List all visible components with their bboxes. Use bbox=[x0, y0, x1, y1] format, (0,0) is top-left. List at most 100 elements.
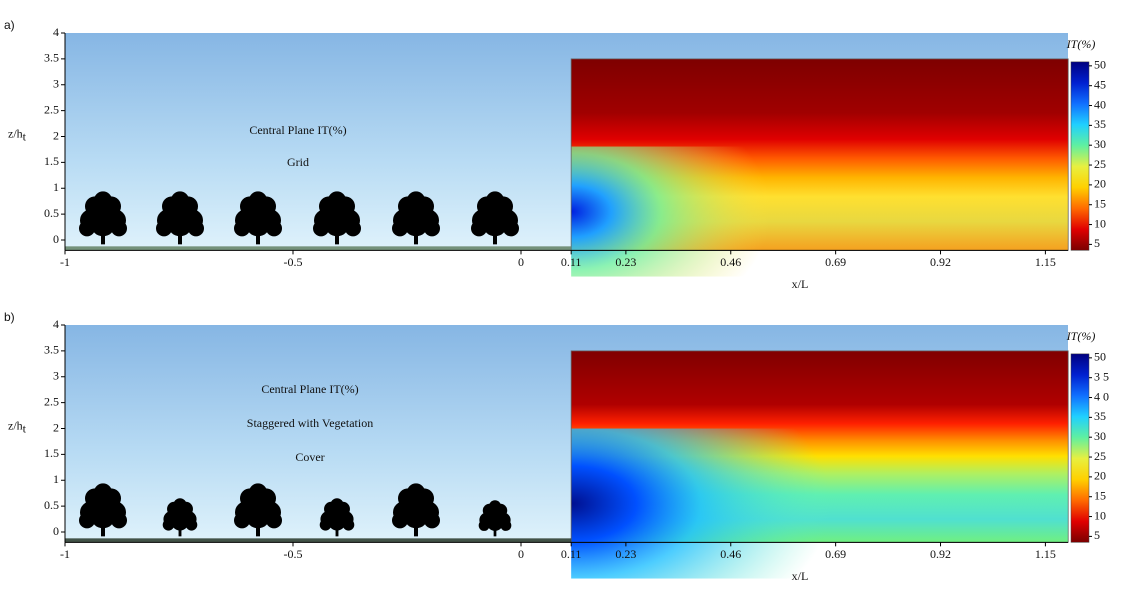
y-axis-label-subscript: t bbox=[23, 129, 27, 143]
contour-core bbox=[571, 146, 772, 277]
y-axis-label-subscript: t bbox=[23, 421, 27, 435]
tree-trunk bbox=[256, 230, 260, 245]
annotation: Grid bbox=[287, 155, 309, 169]
colorbar-tick-label: 35 bbox=[1094, 409, 1106, 423]
x-tick-label: 0.46 bbox=[720, 255, 741, 269]
tree-crown bbox=[319, 519, 332, 531]
annotation: Central Plane IT(%) bbox=[261, 382, 358, 396]
tree-crown bbox=[407, 483, 425, 502]
x-tick-label: 0.92 bbox=[930, 547, 951, 561]
annotation: Staggered with Vegetation bbox=[247, 416, 373, 430]
tree-crown bbox=[330, 498, 344, 512]
annotation: Cover bbox=[295, 450, 324, 464]
x-axis-label: x/L bbox=[792, 569, 809, 583]
tree-trunk bbox=[256, 522, 260, 537]
tree-trunk bbox=[414, 522, 418, 537]
tree-crown bbox=[483, 212, 507, 237]
y-tick-label: 1 bbox=[53, 180, 59, 194]
colorbar-tick-label: 25 bbox=[1094, 157, 1106, 171]
tree-crown bbox=[173, 498, 187, 512]
x-tick-label: 0.92 bbox=[930, 255, 951, 269]
colorbar-tick-label: 40 bbox=[1094, 97, 1106, 111]
ground bbox=[65, 538, 572, 543]
tree-crown bbox=[249, 483, 267, 502]
colorbar-tick-label: 35 bbox=[1094, 117, 1106, 131]
y-tick-label: 3.5 bbox=[44, 343, 59, 357]
colorbar-tick-label: 20 bbox=[1094, 177, 1106, 191]
tree-crown bbox=[325, 212, 349, 237]
tree-trunk bbox=[335, 230, 339, 245]
colorbar-tick-label: 50 bbox=[1094, 58, 1106, 72]
colorbar-tick-label: 5 bbox=[1094, 528, 1100, 542]
colorbar-tick-label: 5 bbox=[1094, 236, 1100, 250]
tree-crown bbox=[486, 514, 504, 531]
x-tick-label: -0.5 bbox=[284, 255, 303, 269]
y-tick-label: 4 bbox=[53, 317, 59, 331]
y-tick-label: 2 bbox=[53, 128, 59, 142]
y-axis-label-main: z/h bbox=[8, 126, 23, 140]
x-axis-label: x/L bbox=[792, 277, 809, 291]
tree-crown bbox=[171, 513, 189, 531]
y-axis-label: z/ht bbox=[8, 418, 27, 435]
x-tick-label: 0.46 bbox=[720, 547, 741, 561]
panel-label: a) bbox=[4, 18, 15, 32]
tree-crown bbox=[486, 191, 504, 210]
colorbar-tick-label: 4 0 bbox=[1094, 389, 1109, 403]
tree-crown bbox=[404, 212, 428, 237]
x-tick-label: 0.69 bbox=[825, 255, 846, 269]
colorbar-tick-label: 3 5 bbox=[1094, 369, 1109, 383]
tree-crown bbox=[478, 520, 490, 531]
tree-crown bbox=[488, 500, 502, 513]
tree-crown bbox=[171, 191, 189, 210]
tree-trunk bbox=[178, 230, 182, 245]
annotation: Central Plane IT(%) bbox=[249, 123, 346, 137]
contour-core bbox=[571, 428, 832, 579]
x-tick-label: 0.23 bbox=[615, 547, 636, 561]
x-tick-label: -1 bbox=[60, 547, 70, 561]
y-tick-label: 1.5 bbox=[44, 154, 59, 168]
tree-crown bbox=[246, 212, 270, 237]
y-tick-label: 3 bbox=[53, 77, 59, 91]
tree-crown bbox=[407, 191, 425, 210]
x-tick-label: 1.15 bbox=[1035, 255, 1056, 269]
tree-trunk bbox=[493, 526, 497, 537]
y-tick-label: 2.5 bbox=[44, 102, 59, 116]
panel: 0 0.5 1 1.5 2 2.5 3 3.5 4 -1 -0.5 0 0.11 0.23 0.46 0.69… bbox=[4, 18, 1106, 291]
x-tick-label: 0.23 bbox=[615, 255, 636, 269]
colorbar bbox=[1070, 61, 1090, 251]
colorbar-tick-label: 15 bbox=[1094, 196, 1106, 210]
y-tick-label: 2.5 bbox=[44, 394, 59, 408]
y-axis-label-main: z/h bbox=[8, 418, 23, 432]
panel: 0 0.5 1 1.5 2 2.5 3 3.5 4 -1 -0.5 0 0.11 0.23 0.46 0.69… bbox=[4, 310, 1109, 583]
tree-crown bbox=[91, 504, 115, 529]
x-tick-label: 0.11 bbox=[561, 255, 582, 269]
colorbar-tick-label: 45 bbox=[1094, 77, 1106, 91]
tree-crown bbox=[94, 483, 112, 502]
tree-trunk bbox=[493, 230, 497, 245]
y-tick-label: 3 bbox=[53, 369, 59, 383]
colorbar bbox=[1070, 353, 1090, 543]
y-tick-label: 1.5 bbox=[44, 446, 59, 460]
colorbar-tick-label: 10 bbox=[1094, 508, 1106, 522]
colorbar-tick-label: 25 bbox=[1094, 449, 1106, 463]
ground bbox=[65, 246, 572, 251]
tree-crown bbox=[328, 513, 346, 531]
tree-trunk bbox=[335, 526, 339, 537]
y-tick-label: 2 bbox=[53, 420, 59, 434]
y-tick-label: 0 bbox=[53, 524, 59, 538]
tree-crown bbox=[185, 519, 198, 531]
colorbar-tick-label: 10 bbox=[1094, 216, 1106, 230]
tree-crown bbox=[94, 191, 112, 210]
tree-crown bbox=[404, 504, 428, 529]
x-tick-label: -1 bbox=[60, 255, 70, 269]
y-tick-label: 0.5 bbox=[44, 498, 59, 512]
tree-trunk bbox=[101, 522, 105, 537]
x-tick-label: 0 bbox=[518, 255, 524, 269]
tree-crown bbox=[500, 520, 512, 531]
tree-crown bbox=[246, 504, 270, 529]
y-tick-label: 0.5 bbox=[44, 206, 59, 220]
x-tick-label: 0.11 bbox=[561, 547, 582, 561]
tree-trunk bbox=[414, 230, 418, 245]
y-tick-label: 3.5 bbox=[44, 51, 59, 65]
